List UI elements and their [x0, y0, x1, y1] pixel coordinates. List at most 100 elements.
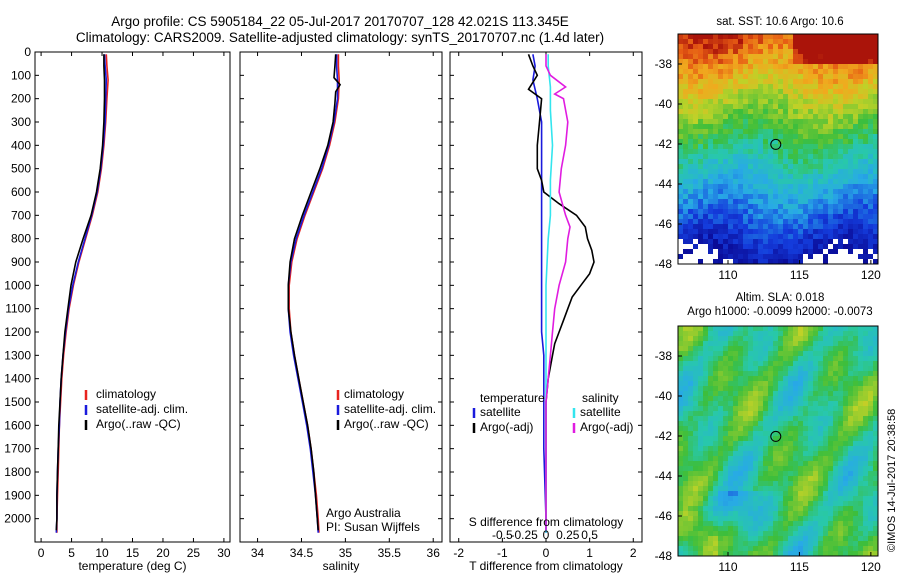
differences-legend-temp-label: satellite: [480, 405, 521, 419]
sst-map-cell: [838, 169, 844, 175]
sst-map-cell: [733, 169, 739, 175]
sst-map-cell: [823, 219, 829, 225]
sst-map-cell: [808, 254, 814, 260]
sst-map-cell: [693, 229, 699, 235]
sst-map-cell: [683, 144, 689, 150]
sla-map-cell: [703, 481, 709, 487]
sst-map-cell: [758, 224, 764, 230]
sst-map-cell: [728, 159, 734, 165]
sla-map-cell: [743, 411, 749, 417]
sst-map-cell: [733, 74, 739, 80]
sst-map-cell: [778, 194, 784, 200]
sst-map-cell: [778, 79, 784, 85]
sst-map-cell: [848, 124, 854, 130]
sst-map-cell: [753, 239, 759, 245]
figure-title-line1: Argo profile: CS 5905184_22 05-Jul-2017 …: [111, 14, 569, 29]
sst-map-cell: [693, 194, 699, 200]
sst-map-cell: [798, 199, 804, 205]
sst-map-cell: [723, 144, 729, 150]
sla-map-cell: [773, 421, 779, 427]
differences-stick-label: -0.5: [492, 528, 513, 542]
sla-map-cell: [873, 366, 879, 372]
sst-map-cell: [788, 179, 794, 185]
sst-map-cell: [723, 34, 729, 40]
sla-map-cell: [703, 531, 709, 537]
sla-map-cell: [698, 331, 704, 337]
sst-map-cell: [823, 74, 829, 80]
sst-map-cell: [683, 64, 689, 70]
sla-map-cell: [693, 456, 699, 462]
sst-map-cell: [783, 184, 789, 190]
sst-map-cell: [768, 209, 774, 215]
sst-map-cell: [713, 59, 719, 65]
sla-map-cell: [678, 516, 684, 522]
sst-map-cell: [713, 89, 719, 95]
sst-map-cell: [838, 184, 844, 190]
sla-map-cell: [803, 481, 809, 487]
sst-map-cell: [723, 209, 729, 215]
sst-map-cell: [688, 244, 694, 250]
sst-map-cell: [863, 69, 869, 75]
sst-map-cell: [843, 94, 849, 100]
sst-map-cell: [863, 199, 869, 205]
sst-map-cell: [778, 159, 784, 165]
sla-map-cell: [758, 401, 764, 407]
sla-map-cell: [733, 456, 739, 462]
sst-map-cell: [808, 34, 814, 40]
sla-map-cell: [763, 546, 769, 552]
sst-map-cell: [698, 104, 704, 110]
sla-map-cell: [788, 361, 794, 367]
sst-map-cell: [738, 189, 744, 195]
sst-map-cell: [768, 79, 774, 85]
sst-map-cell: [868, 189, 874, 195]
sst-map-cell: [703, 114, 709, 120]
sla-map-cell: [868, 411, 874, 417]
sst-map-cell: [813, 209, 819, 215]
sla-map-cell: [718, 416, 724, 422]
sst-map-cell: [853, 34, 859, 40]
sst-map-cell: [733, 214, 739, 220]
sla-map-cell: [833, 461, 839, 467]
sla-map-cell: [838, 386, 844, 392]
sst-map-cell: [828, 239, 834, 245]
sla-map-cell: [718, 386, 724, 392]
sst-map-cell: [688, 254, 694, 260]
sla-map-cell: [788, 336, 794, 342]
sla-map-cell: [788, 456, 794, 462]
sla-map-cell: [738, 356, 744, 362]
sst-map-cell: [838, 69, 844, 75]
sst-map-cell: [698, 154, 704, 160]
sla-map-cell: [863, 371, 869, 377]
sla-map-cell: [743, 501, 749, 507]
sla-map-cell: [753, 421, 759, 427]
sla-map-cell: [773, 391, 779, 397]
sst-map-cell: [873, 214, 879, 220]
sst-map-cell: [868, 239, 874, 245]
sla-map-cell: [773, 476, 779, 482]
sst-map-cell: [838, 114, 844, 120]
sla-map-cell: [843, 431, 849, 437]
sla-map-cell: [833, 476, 839, 482]
sla-map-cell: [818, 386, 824, 392]
sst-map-cell: [828, 44, 834, 50]
sla-map-xtick-label: 120: [861, 560, 881, 574]
sla-map-cell: [823, 511, 829, 517]
sst-map-cell: [833, 249, 839, 255]
sst-map-cell: [768, 194, 774, 200]
sst-map-cell: [753, 54, 759, 60]
sla-map-cell: [683, 541, 689, 547]
sst-map-cell: [838, 134, 844, 140]
sla-map-cell: [818, 506, 824, 512]
sla-map-cell: [818, 476, 824, 482]
sla-map-cell: [853, 521, 859, 527]
sla-map-cell: [703, 411, 709, 417]
sst-map-cell: [693, 199, 699, 205]
sla-map-cell: [873, 441, 879, 447]
sst-map-cell: [773, 99, 779, 105]
sla-map-cell: [863, 396, 869, 402]
sla-map-cell: [823, 471, 829, 477]
sla-map-cell: [793, 331, 799, 337]
sst-map-cell: [838, 149, 844, 155]
sla-map-cell: [848, 326, 854, 332]
sst-map-cell: [838, 254, 844, 260]
